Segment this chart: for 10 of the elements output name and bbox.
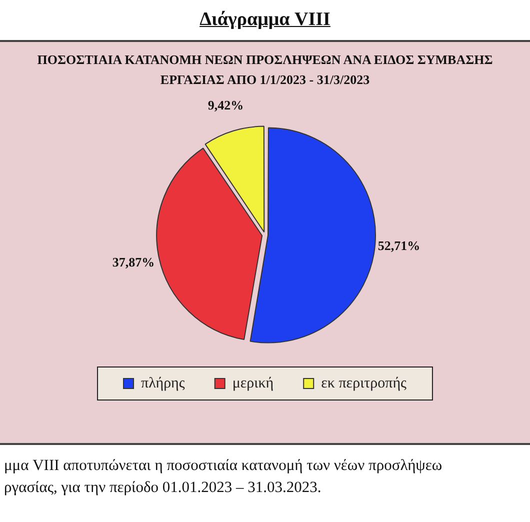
legend-label: εκ περιτροπής — [321, 375, 407, 392]
text: ργασίας, για την περίοδο 01.01.2023 – 31.03.2023. — [4, 478, 322, 498]
chart-title: Διάγραμμα VIII — [200, 9, 330, 31]
data-label: 52,71% — [378, 238, 420, 253]
chart-subtitle: ΠΟΣΟΣΤΙΑΙΑ ΚΑΤΑΝΟΜΗ ΝΕΩΝ ΠΡΟΣΛΗΨΕΩΝ ΑΝΑ ΕΙΔΟΣ ΣΥΜΒΑΣΗΣ ΕΡΓΑΣΙΑΣ ΑΠΟ 1/1/2023 - 31/3/2023 — [36, 51, 494, 89]
data-label: 37,87% — [112, 254, 155, 270]
legend-label: πλήρης — [141, 375, 185, 392]
legend-label: μερική — [232, 375, 274, 392]
data-label: 9,42% — [208, 98, 244, 113]
text: μμα VIII αποτυπώνεται η ποσοστιαία κατανομή των νέων προσλήψεω — [4, 456, 444, 476]
